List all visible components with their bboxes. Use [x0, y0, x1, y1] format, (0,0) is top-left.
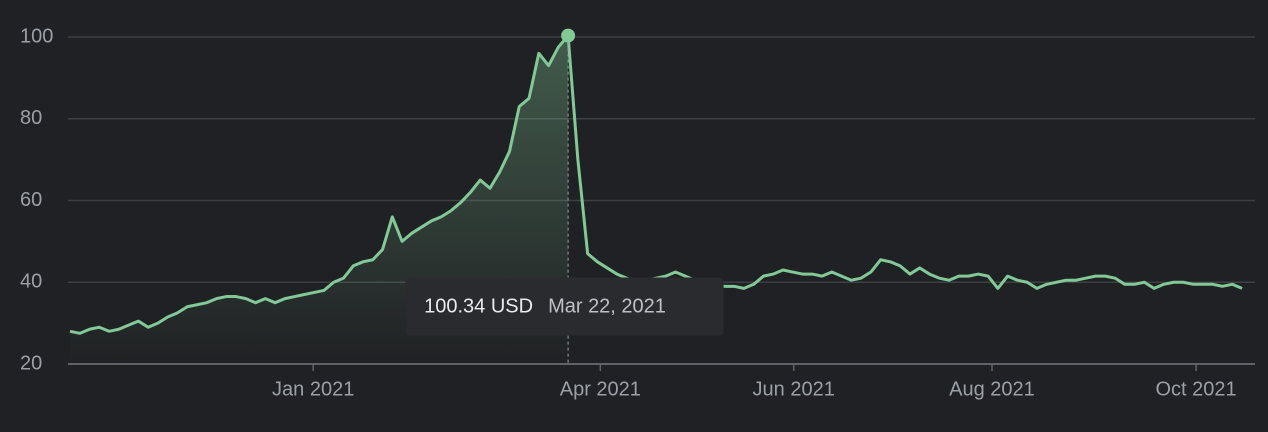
tooltip: 100.34 USD Mar 22, 2021	[405, 277, 724, 336]
x-tick-label: Jun 2021	[753, 378, 835, 400]
x-tick-label: Oct 2021	[1156, 378, 1237, 400]
y-tick-label: 60	[20, 189, 42, 211]
y-tick-label: 80	[20, 107, 42, 129]
x-tick-label: Jan 2021	[272, 378, 354, 400]
tooltip-date: Mar 22, 2021	[548, 295, 666, 317]
x-tick-label: Aug 2021	[949, 378, 1035, 400]
y-tick-label: 20	[20, 352, 42, 374]
y-tick-label: 40	[20, 271, 42, 293]
x-tick-label: Apr 2021	[560, 378, 641, 400]
tooltip-value: 100.34 USD	[424, 295, 533, 317]
y-tick-label: 100	[20, 25, 53, 47]
hover-point	[561, 28, 576, 43]
tooltip-box	[405, 277, 724, 336]
